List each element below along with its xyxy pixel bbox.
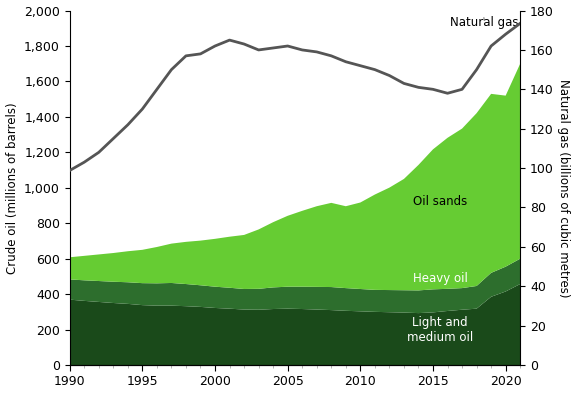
Y-axis label: Natural gas (billions of cubic metres): Natural gas (billions of cubic metres) — [558, 78, 570, 297]
Y-axis label: Crude oil (millions of barrels): Crude oil (millions of barrels) — [6, 102, 18, 273]
Text: Natural gas: Natural gas — [450, 17, 519, 30]
Text: Oil sands: Oil sands — [413, 195, 467, 208]
Text: Heavy oil: Heavy oil — [413, 272, 468, 285]
Text: Light and
medium oil: Light and medium oil — [407, 316, 473, 344]
